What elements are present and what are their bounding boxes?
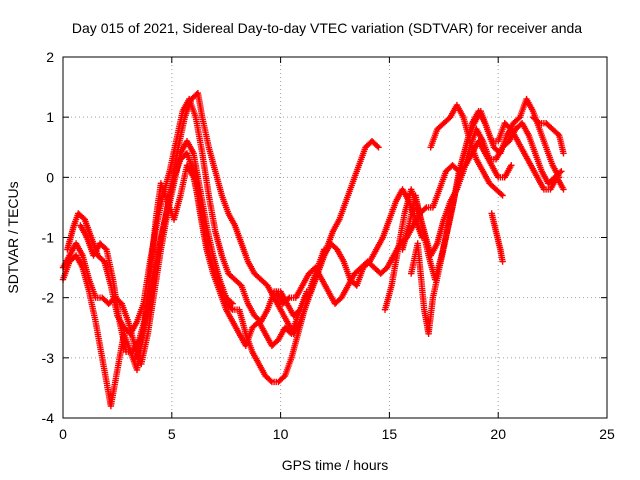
series-arc8 [408,108,567,337]
series-markers [529,114,567,157]
y-tick-label: -3 [42,350,55,366]
y-axis-label: SDTVAR / TECUs [5,181,21,293]
series-markers [59,162,328,410]
series-arc9 [427,101,506,199]
series-arc12 [131,150,426,361]
x-tick-label: 0 [59,426,67,442]
y-tick-label: -1 [42,230,55,246]
data-traces [59,89,567,410]
series-markers [408,108,567,337]
grid [63,57,607,418]
y-tick-label: -2 [42,290,55,306]
series-markers [427,101,506,199]
x-tick-label: 5 [168,426,176,442]
x-axis-label: GPS time / hours [282,457,389,473]
chart-title: Day 015 of 2021, Sidereal Day-to-day VTE… [72,20,582,36]
series-arc2 [59,162,328,410]
axes: 0 5 10 15 20 25 -4 -3 -2 -1 0 1 2 [42,49,615,442]
x-tick-label: 20 [490,426,506,442]
y-tick-label: 0 [46,169,54,185]
series-arc10 [488,210,506,265]
series-markers [131,150,426,361]
series-markers [488,210,506,265]
y-tick-label: 2 [46,49,54,65]
y-tick-label: 1 [46,109,54,125]
x-tick-label: 25 [599,426,615,442]
x-tick-label: 15 [382,426,398,442]
x-tick-label: 10 [273,426,289,442]
series-arc11 [529,114,567,157]
y-tick-label: -4 [42,410,55,426]
